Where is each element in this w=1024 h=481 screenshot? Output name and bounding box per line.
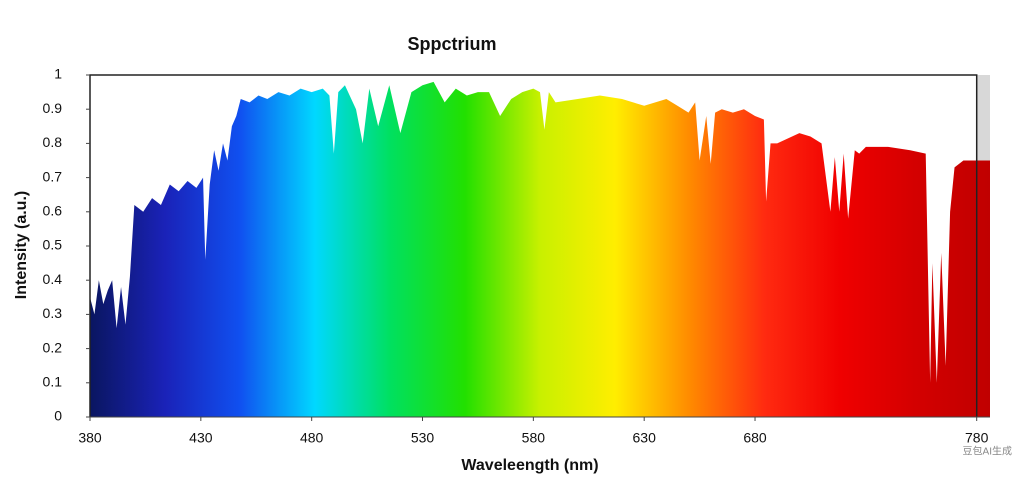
watermark: 豆包AI生成 (963, 445, 1012, 458)
x-tick-label: 780 (965, 430, 989, 446)
y-tick-label: 0.7 (43, 168, 63, 184)
x-tick-label: 430 (189, 430, 213, 446)
y-tick-label: 0.6 (43, 203, 63, 219)
y-axis-label: Intensity (a.u.) (13, 191, 30, 299)
chart-title: Sppctrium (407, 34, 496, 54)
x-axis-label: Waveleength (nm) (461, 457, 598, 474)
x-tick-label: 580 (522, 430, 546, 446)
spectrum-area (90, 81, 990, 417)
x-tick-label: 680 (743, 430, 767, 446)
x-tick-label: 480 (300, 430, 324, 446)
x-tick-label: 530 (411, 430, 435, 446)
x-tick-label: 630 (633, 430, 657, 446)
y-tick-label: 0.4 (43, 271, 63, 287)
y-tick-label: 1 (54, 66, 62, 82)
y-tick-label: 0.3 (43, 305, 63, 321)
y-tick-label: 0.8 (43, 134, 63, 150)
y-tick-label: 0.5 (43, 237, 63, 253)
y-tick-label: 0.2 (43, 339, 63, 355)
y-tick-label: 0.9 (43, 100, 63, 116)
x-tick-label: 380 (78, 430, 102, 446)
y-tick-label: 0.1 (43, 374, 63, 390)
y-tick-label: 0 (54, 408, 62, 424)
